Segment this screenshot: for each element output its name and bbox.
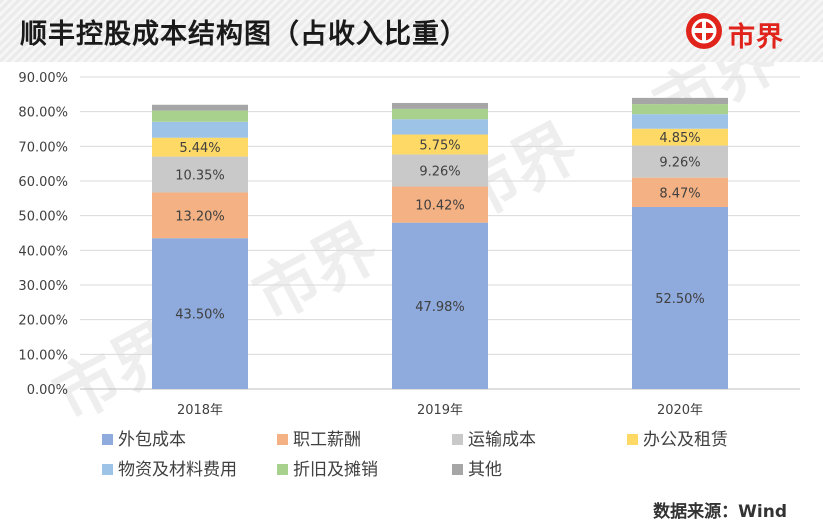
bar-segment: [392, 154, 488, 187]
bar-segment: [632, 177, 728, 207]
bar-segment: [632, 207, 728, 389]
legend-swatch: [627, 434, 638, 445]
legend-label: 其他: [468, 460, 502, 480]
chart-area: 市界市界市界市界0.00%10.00%20.00%30.00%40.00%50.…: [0, 21, 823, 500]
legend-label: 职工薪酬: [293, 430, 361, 450]
bar-segment: [392, 108, 488, 120]
data-label: 10.42%: [415, 199, 465, 214]
legend-label: 折旧及摊销: [293, 460, 378, 480]
y-tick-label: 30.00%: [18, 279, 68, 294]
y-tick-label: 60.00%: [18, 175, 68, 190]
bar-segment: [392, 102, 488, 109]
data-label: 4.85%: [659, 131, 700, 146]
bar-segment: [632, 114, 728, 129]
bar-segment: [152, 238, 248, 389]
data-label: 52.50%: [655, 292, 705, 307]
y-tick-label: 40.00%: [18, 244, 68, 259]
legend-label: 办公及租赁: [643, 430, 728, 450]
data-label: 47.98%: [415, 300, 465, 315]
legend-swatch: [102, 434, 113, 445]
data-label: 9.26%: [419, 164, 460, 179]
legend-label: 物资及材料费用: [118, 460, 237, 480]
brand-logo-text: 市界: [728, 22, 784, 53]
data-label: 8.47%: [659, 186, 700, 201]
data-label: 13.20%: [175, 209, 225, 224]
bar-segment: [152, 110, 248, 122]
x-tick-label: 2020年: [657, 403, 703, 418]
y-tick-label: 90.00%: [18, 71, 68, 86]
legend-label: 外包成本: [118, 430, 186, 450]
data-source: 数据来源：Wind: [653, 502, 787, 522]
bar-segment: [152, 192, 248, 239]
bar-segment: [152, 121, 248, 138]
y-tick-label: 0.00%: [27, 383, 68, 398]
legend-swatch: [102, 464, 113, 475]
bar-segment: [392, 222, 488, 389]
data-label: 5.44%: [179, 141, 220, 156]
brand-logo: 市界: [686, 13, 806, 53]
bar-segment: [152, 137, 248, 157]
bar-segment: [392, 119, 488, 135]
bar-segment: [632, 128, 728, 146]
x-tick-label: 2018年: [177, 403, 223, 418]
bar-segment: [392, 186, 488, 223]
data-label: 10.35%: [175, 169, 225, 184]
legend-swatch: [452, 464, 463, 475]
legend-swatch: [277, 464, 288, 475]
stacked-bar-chart: 市界市界市界市界0.00%10.00%20.00%30.00%40.00%50.…: [18, 21, 800, 480]
data-label: 5.75%: [419, 138, 460, 153]
chart-title: 顺丰控股成本结构图（占收入比重）: [20, 19, 468, 50]
bar-segment: [152, 156, 248, 193]
legend-swatch: [277, 434, 288, 445]
bar-segment: [632, 145, 728, 178]
watermark-text: 市界: [243, 211, 391, 336]
bar-segment: [632, 97, 728, 105]
y-tick-label: 20.00%: [18, 314, 68, 329]
y-tick-label: 80.00%: [18, 106, 68, 121]
bar-segment: [632, 104, 728, 115]
y-tick-label: 70.00%: [18, 140, 68, 155]
data-label: 43.50%: [175, 308, 225, 323]
chart-header: 顺丰控股成本结构图（占收入比重） 市界: [0, 0, 823, 62]
bar-segment: [152, 104, 248, 111]
bar-segment: [392, 134, 488, 155]
legend-label: 运输成本: [468, 430, 536, 450]
y-tick-label: 50.00%: [18, 210, 68, 225]
brand-logo-icon: [686, 13, 722, 49]
y-tick-label: 10.00%: [18, 348, 68, 363]
legend-swatch: [452, 434, 463, 445]
data-label: 9.26%: [659, 156, 700, 171]
x-tick-label: 2019年: [417, 403, 463, 418]
